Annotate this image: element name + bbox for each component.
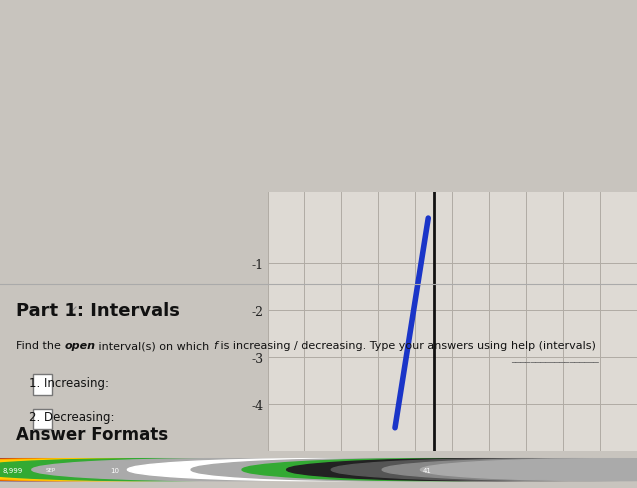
Circle shape [127, 459, 510, 481]
Circle shape [0, 459, 306, 481]
Text: Answer Formats: Answer Formats [16, 425, 168, 443]
Text: f: f [213, 341, 217, 350]
Circle shape [0, 459, 344, 481]
Text: Find the: Find the [16, 341, 64, 350]
Text: Part 1: Intervals: Part 1: Intervals [16, 301, 180, 319]
Circle shape [191, 459, 573, 481]
Circle shape [420, 459, 637, 481]
Text: 41: 41 [422, 467, 431, 473]
Circle shape [0, 459, 268, 481]
Text: 10: 10 [110, 467, 119, 473]
Circle shape [287, 459, 637, 481]
Circle shape [0, 459, 204, 481]
Circle shape [32, 459, 414, 481]
Circle shape [331, 459, 637, 481]
Text: 2. Decreasing:: 2. Decreasing: [29, 410, 114, 424]
Circle shape [0, 459, 229, 481]
Circle shape [382, 459, 637, 481]
Text: ↙: ↙ [66, 302, 78, 316]
Text: interval(s) on which: interval(s) on which [96, 341, 213, 350]
Text: is increasing / decreasing. Type your answers using: is increasing / decreasing. Type your an… [217, 341, 511, 350]
Text: help (intervals): help (intervals) [511, 341, 596, 350]
Text: open: open [64, 341, 96, 350]
FancyBboxPatch shape [33, 409, 52, 429]
Text: __________________: __________________ [511, 352, 598, 362]
FancyBboxPatch shape [33, 375, 52, 395]
Text: 1. Increasing:: 1. Increasing: [29, 376, 109, 389]
Text: SEP: SEP [46, 467, 56, 472]
Text: 8,999: 8,999 [3, 467, 23, 473]
Circle shape [242, 459, 624, 481]
